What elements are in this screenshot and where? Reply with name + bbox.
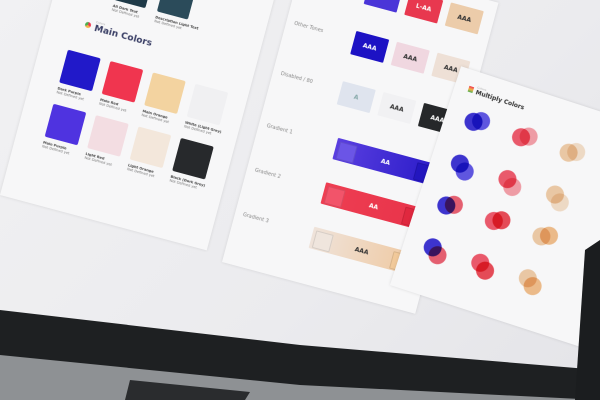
monitor-bezel — [0, 240, 600, 400]
